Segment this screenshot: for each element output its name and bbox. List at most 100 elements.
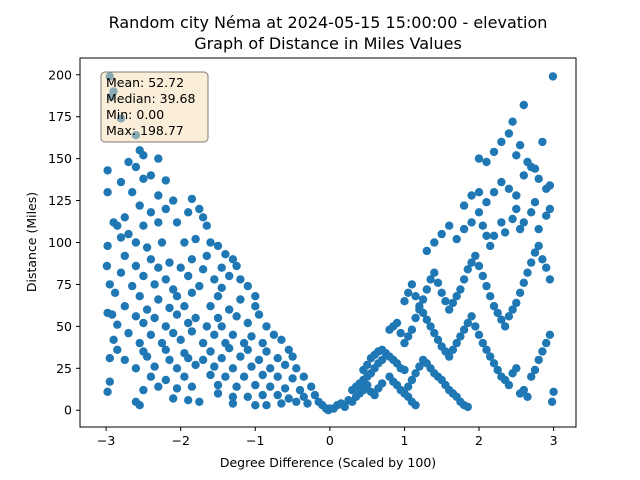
y-tick-label: 75	[56, 277, 72, 292]
y-tick-label: 50	[56, 319, 72, 334]
stats-min: Min: 0.00	[106, 107, 164, 122]
data-point	[243, 281, 252, 291]
data-point	[482, 345, 491, 354]
data-point	[131, 312, 141, 321]
data-point	[191, 234, 200, 244]
data-point	[217, 263, 226, 272]
data-point	[210, 362, 219, 371]
data-point	[198, 213, 208, 222]
data-point	[172, 292, 182, 301]
data-point	[266, 382, 275, 391]
data-point	[355, 379, 364, 388]
y-tick-label: 100	[48, 235, 72, 250]
data-point	[307, 382, 316, 391]
data-point	[527, 258, 536, 267]
data-point	[486, 292, 495, 301]
data-point	[239, 338, 249, 348]
data-point	[504, 129, 514, 138]
data-point	[139, 385, 148, 395]
data-point	[266, 364, 275, 373]
data-point	[135, 338, 144, 348]
data-point	[202, 251, 211, 261]
data-point	[299, 372, 308, 381]
data-point	[243, 392, 252, 401]
data-point	[116, 177, 126, 187]
data-point	[172, 364, 182, 373]
data-point	[139, 174, 148, 183]
data-point	[113, 320, 122, 329]
data-point	[165, 258, 174, 267]
data-point	[534, 174, 543, 183]
data-point	[232, 382, 241, 391]
data-point	[169, 196, 178, 205]
data-point	[213, 380, 223, 390]
data-point	[146, 171, 156, 180]
data-point	[471, 322, 480, 331]
data-point	[243, 318, 252, 328]
data-point	[545, 330, 555, 339]
data-point	[430, 238, 439, 247]
y-axis-label: Distance (Miles)	[24, 192, 39, 292]
data-point	[542, 263, 551, 272]
data-point	[161, 204, 170, 214]
data-point	[187, 288, 197, 297]
data-point	[135, 292, 144, 301]
data-point	[512, 298, 521, 308]
data-point	[538, 255, 547, 264]
data-point	[258, 370, 267, 380]
data-point	[228, 399, 238, 408]
data-point	[176, 263, 185, 272]
data-point	[493, 308, 502, 318]
data-point	[504, 312, 514, 321]
data-point	[445, 352, 454, 361]
data-point	[415, 302, 424, 311]
data-point	[254, 310, 264, 319]
data-point	[370, 390, 379, 400]
data-point	[400, 338, 409, 348]
data-point	[437, 288, 446, 297]
data-point	[433, 278, 443, 287]
data-point	[157, 238, 167, 247]
data-point	[124, 328, 133, 338]
data-point	[258, 390, 267, 400]
data-point	[180, 238, 189, 247]
data-point	[489, 359, 499, 368]
data-point	[299, 392, 308, 401]
data-point	[131, 364, 141, 373]
data-point	[139, 318, 148, 328]
data-point	[228, 330, 238, 339]
stats-mean: Mean: 52.72	[106, 75, 184, 90]
data-point	[284, 345, 293, 354]
data-point	[523, 392, 532, 401]
data-point	[184, 354, 193, 363]
data-point	[105, 280, 115, 289]
data-point	[519, 100, 528, 110]
data-point	[377, 355, 387, 365]
data-point	[482, 281, 491, 291]
data-point	[135, 401, 144, 410]
data-point	[217, 322, 226, 331]
data-point	[236, 295, 245, 304]
data-point	[154, 295, 163, 304]
data-point	[202, 322, 211, 331]
data-point	[407, 280, 417, 289]
data-point	[262, 347, 271, 356]
y-tick-label: 125	[48, 193, 72, 208]
data-point	[135, 201, 144, 210]
data-point	[247, 332, 256, 341]
data-point	[277, 399, 286, 408]
data-point	[236, 275, 245, 284]
data-point	[180, 302, 189, 311]
data-point	[221, 372, 230, 381]
data-point	[504, 184, 514, 193]
data-point	[146, 208, 156, 217]
data-point	[251, 380, 260, 390]
data-point	[187, 194, 197, 204]
data-point	[110, 288, 120, 297]
data-point	[400, 365, 409, 375]
chart-title: Random city Néma at 2024-05-15 15:00:00 …	[109, 13, 548, 32]
data-point	[482, 198, 491, 207]
data-point	[113, 221, 122, 230]
data-point	[277, 335, 286, 344]
